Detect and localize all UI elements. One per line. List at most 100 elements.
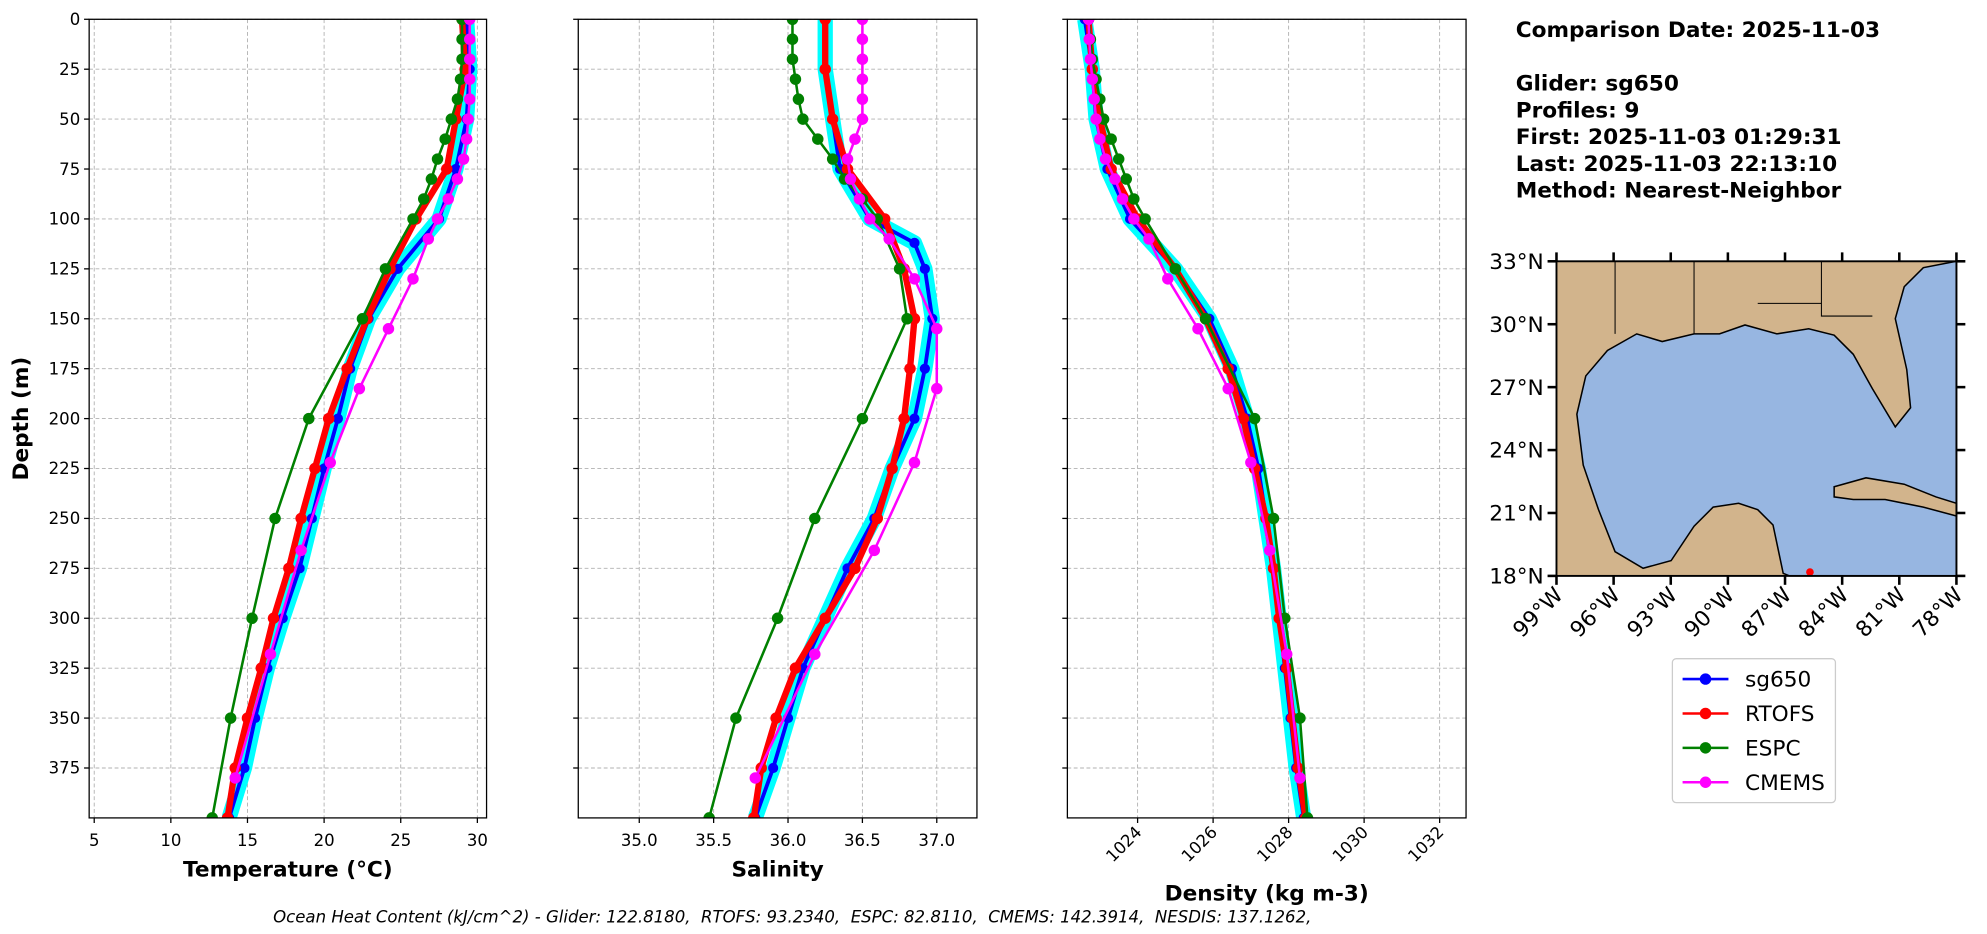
profile-point (440, 163, 453, 175)
profile-point (809, 648, 821, 660)
profile-point (221, 812, 234, 818)
x-tick-label: 1032 (1404, 823, 1447, 866)
profile-point (382, 323, 395, 335)
profile-point (407, 273, 419, 285)
profile-point (463, 73, 476, 85)
profile-point (786, 33, 799, 45)
profile-point (457, 153, 470, 165)
profile-point (451, 173, 464, 185)
profile-point (812, 133, 824, 145)
legend-label: RTOFS (1745, 702, 1815, 727)
profile-point (786, 19, 799, 26)
profile-point (463, 53, 476, 65)
profile-point (246, 612, 258, 624)
profile-point (1169, 263, 1182, 275)
profile-point (789, 73, 802, 85)
x-axis-label: Temperature (°C) (183, 858, 393, 883)
profile-point (904, 362, 916, 375)
profile-point (1237, 412, 1250, 425)
profile-point (1222, 382, 1234, 395)
profile-point (295, 512, 307, 525)
profile-point (322, 412, 335, 425)
lon-label: 99°W (1508, 583, 1568, 643)
profile-point (417, 193, 430, 205)
profile-point (771, 612, 784, 624)
profile-point (1088, 93, 1100, 105)
profile-point (909, 413, 920, 424)
profile-point (856, 53, 869, 65)
profile-point (1294, 772, 1306, 784)
profile-point (451, 93, 464, 105)
profile-point (1139, 213, 1151, 225)
profile-point (454, 73, 467, 85)
profile-point (819, 63, 831, 75)
lat-label: 30°N (1489, 313, 1544, 338)
profile-point (819, 19, 831, 26)
profile-point (849, 562, 861, 575)
profile-point (868, 544, 881, 557)
y-tick-label: 225 (49, 459, 81, 478)
y-tick-label: 25 (59, 60, 80, 79)
profile-point (1128, 213, 1140, 225)
y-tick-label: 125 (49, 260, 81, 279)
profile-point (1109, 173, 1121, 185)
glider-location (1806, 568, 1814, 576)
info: Comparison Date: 2025-11-03 Glider: sg65… (1516, 18, 1880, 203)
profile-point (295, 544, 307, 557)
info-profiles: Profiles: 9 (1516, 98, 1640, 123)
profile-point (893, 263, 906, 275)
lat-label: 33°N (1489, 250, 1544, 275)
profile-point (749, 772, 762, 784)
profile-point (789, 662, 802, 674)
profile-point (283, 562, 295, 575)
profile-point (919, 263, 930, 274)
y-tick-label: 50 (59, 110, 80, 129)
profile-point (809, 512, 821, 525)
legend-marker (1699, 776, 1712, 788)
legend-marker (1699, 673, 1712, 685)
profile-point (797, 113, 809, 125)
profile-line (753, 19, 935, 818)
profile-point (303, 412, 315, 425)
x-tick-label: 35.5 (695, 831, 732, 850)
x-tick-label: 1024 (1102, 823, 1145, 866)
y-tick-label: 75 (59, 160, 80, 179)
profile-point (786, 53, 799, 65)
profile-point (463, 19, 476, 26)
profile-point (407, 213, 419, 225)
profile-point (1245, 456, 1257, 469)
profile-point (1128, 193, 1140, 205)
profile-point (909, 237, 920, 248)
profile-point (267, 612, 280, 624)
profile-point (864, 213, 876, 225)
y-tick-label: 375 (49, 759, 81, 778)
profile-point (1143, 233, 1155, 245)
profile-point (341, 362, 353, 375)
profile-point (919, 363, 930, 374)
info-first: First: 2025-11-03 01:29:31 (1516, 125, 1842, 150)
profile-point (730, 712, 742, 724)
profile-point (871, 512, 884, 525)
profile-point (849, 133, 861, 145)
profile-point (792, 93, 805, 105)
profile-point (463, 33, 476, 45)
profile-point (826, 113, 839, 125)
profile-point (1082, 19, 1095, 26)
profile-point (239, 762, 250, 774)
x-tick-label: 36.5 (844, 831, 881, 850)
profile-point (422, 233, 435, 245)
profile-point (1083, 33, 1096, 45)
y-tick-label: 200 (49, 409, 81, 428)
profile-line (1082, 19, 1306, 818)
y-tick-label: 350 (49, 709, 81, 728)
profile-point (332, 413, 343, 424)
profile-point (431, 153, 444, 165)
profile-point (856, 93, 869, 105)
profile-point (353, 382, 366, 395)
profile-point (1294, 712, 1306, 724)
x-tick-label: 30 (467, 831, 488, 850)
y-tick-label: 300 (49, 609, 81, 628)
y-axis-label: Depth (m) (9, 357, 34, 481)
profile-point (1301, 812, 1314, 818)
